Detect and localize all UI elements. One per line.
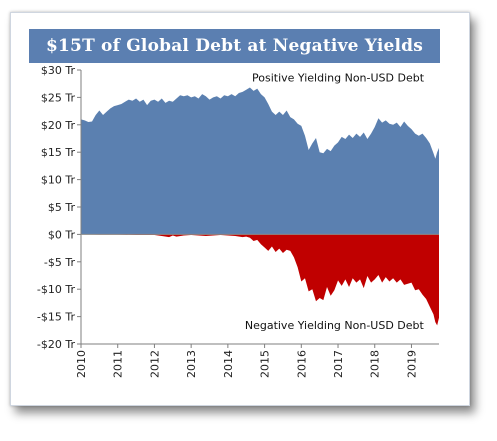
- x-tick-label: 2019: [405, 350, 418, 378]
- x-tick-label: 2010: [75, 350, 88, 378]
- x-axis-ticks: 2010 2011 2012 2013 2014 2015 2016 2017 2018 2019: [75, 344, 418, 378]
- x-tick-label: 2016: [295, 350, 308, 378]
- x-tick-label: 2011: [112, 350, 125, 378]
- y-tick-label: $5 Tr: [48, 201, 76, 214]
- y-tick-label: $30 Tr: [41, 64, 76, 77]
- x-tick-label: 2017: [332, 350, 345, 378]
- y-tick-label: -$20 Tr: [37, 338, 76, 351]
- annotation-positive-label: Positive Yielding Non-USD Debt: [252, 72, 425, 85]
- y-tick-label: $15 Tr: [41, 146, 76, 159]
- x-tick-label: 2012: [148, 350, 161, 378]
- x-tick-label: 2018: [369, 350, 382, 378]
- chart-areas: [81, 88, 439, 326]
- y-tick-label: $10 Tr: [41, 174, 76, 187]
- series-area-negative: [81, 234, 439, 325]
- y-tick-label: -$15 Tr: [37, 311, 76, 324]
- y-tick-label: $0 Tr: [48, 228, 76, 241]
- y-tick-label: $20 Tr: [41, 119, 76, 132]
- y-tick-label: -$10 Tr: [37, 283, 76, 296]
- x-tick-label: 2013: [185, 350, 198, 378]
- y-axis-ticks: $30 Tr $25 Tr $20 Tr $15 Tr $10 Tr $5 Tr $0 Tr…: [37, 64, 81, 351]
- y-tick-label: $25 Tr: [41, 91, 76, 104]
- series-area-positive: [81, 88, 439, 235]
- x-tick-label: 2014: [222, 350, 235, 378]
- y-tick-label: -$5 Tr: [44, 256, 76, 269]
- x-tick-label: 2015: [259, 350, 272, 378]
- annotation-negative-label: Negative Yielding Non-USD Debt: [245, 319, 425, 332]
